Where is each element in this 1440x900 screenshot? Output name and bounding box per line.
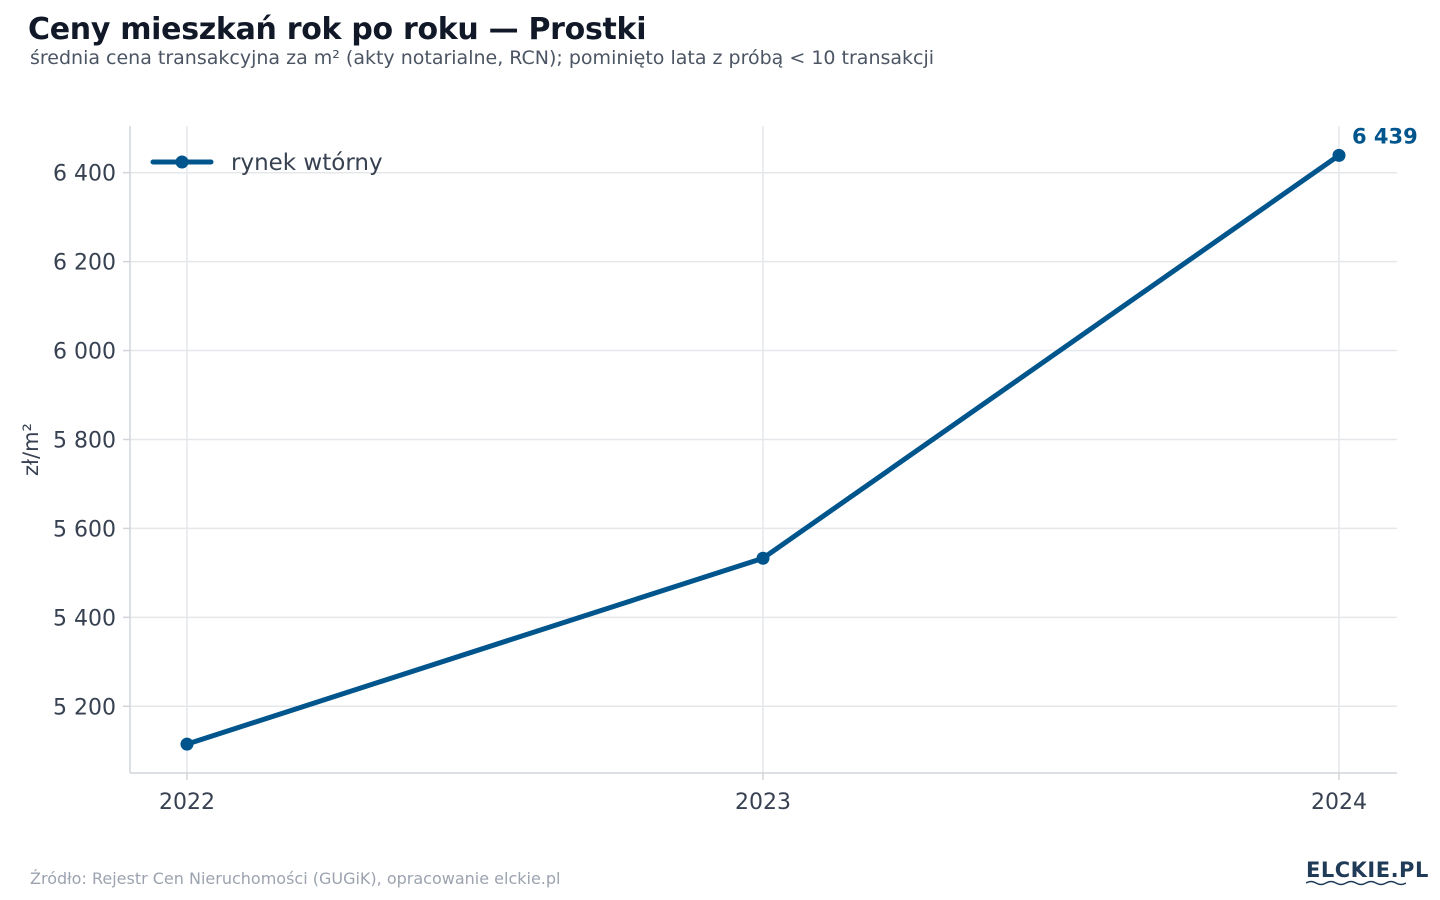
data-point (180, 737, 194, 751)
y-tick-label: 5 400 (53, 606, 116, 631)
y-tick-label: 5 600 (53, 517, 116, 542)
y-axis-label: zł/m² (19, 423, 43, 476)
x-tick-label: 2023 (735, 790, 791, 815)
y-tick-label: 6 200 (53, 251, 116, 276)
brand-logo: ELCKIE.PL (1306, 858, 1429, 882)
x-tick-label: 2022 (159, 790, 215, 815)
data-point (1332, 148, 1346, 162)
y-tick-label: 5 200 (53, 695, 116, 720)
brand-logo-text: ELCKIE.PL (1306, 858, 1429, 882)
y-tick-label: 6 000 (53, 340, 116, 365)
source-note: Źródło: Rejestr Cen Nieruchomości (GUGiK… (30, 869, 561, 888)
legend-label: rynek wtórny (231, 150, 383, 176)
logo-wave-icon (1306, 880, 1406, 886)
y-tick-label: 6 400 (53, 162, 116, 187)
y-tick-label: 5 800 (53, 428, 116, 453)
data-label: 6 439 (1352, 124, 1418, 148)
legend-marker-icon (175, 155, 189, 169)
chart-title: Ceny mieszkań rok po roku — Prostki (28, 12, 647, 47)
x-tick-label: 2024 (1311, 790, 1367, 815)
data-point (756, 551, 770, 565)
chart-subtitle: średnia cena transakcyjna za m² (akty no… (30, 47, 935, 69)
